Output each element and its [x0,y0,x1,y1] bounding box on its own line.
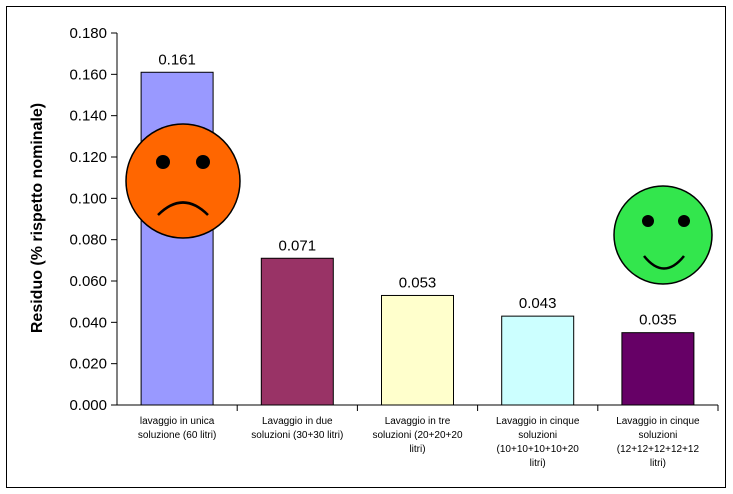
bar [260,257,334,406]
y-tick-label: 0.180 [69,25,107,42]
y-tick-label: 0.120 [69,149,107,166]
category-label: Lavaggio in cinque soluzioni (12+12+12+12+… [616,416,700,469]
data-label: 0.161 [158,51,196,68]
data-label: 0.035 [639,312,677,329]
y-tick-label: 0.140 [69,108,107,125]
y-ticks: 0.000 0.020 0.040 0.060 0.080 0.100 0.120 0.140… [69,25,117,414]
y-tick-label: 0.040 [69,314,107,331]
smiley-face-icon [613,185,713,285]
y-tick-label: 0.060 [69,273,107,290]
category-label: Lavaggio in tre soluzioni (20+20+20 litri) [372,416,463,455]
bar [621,332,695,406]
category-label: lavaggio in unica soluzione (60 litri) [138,416,216,441]
category-labels: lavaggio in unica soluzione (60 litri) Lav… [138,405,719,469]
y-tick-label: 0.080 [69,232,107,249]
data-label: 0.071 [279,237,317,254]
data-label: 0.053 [399,274,437,291]
bars [140,71,695,406]
data-labels: 0.161 0.071 0.053 0.043 0.035 [158,51,676,328]
bar [381,294,454,406]
y-tick-label: 0.160 [69,66,107,83]
bar [140,71,214,406]
category-label: Lavaggio in cinque soluzioni (10+10+10+10+… [496,416,580,469]
sad-face-icon [125,123,241,239]
y-tick-label: 0.020 [69,356,107,373]
bar [501,315,575,406]
y-tick-label: 0.000 [69,397,107,414]
category-label: Lavaggio in due soluzioni (30+30 litri) [251,416,343,441]
chart-frame [6,6,726,488]
y-tick-label: 0.100 [69,190,107,207]
y-axis-title-group: Residuo (% rispetto nominale) [29,103,46,333]
data-label: 0.043 [519,295,557,312]
y-axis-label: Residuo (% rispetto nominale) [29,103,46,333]
